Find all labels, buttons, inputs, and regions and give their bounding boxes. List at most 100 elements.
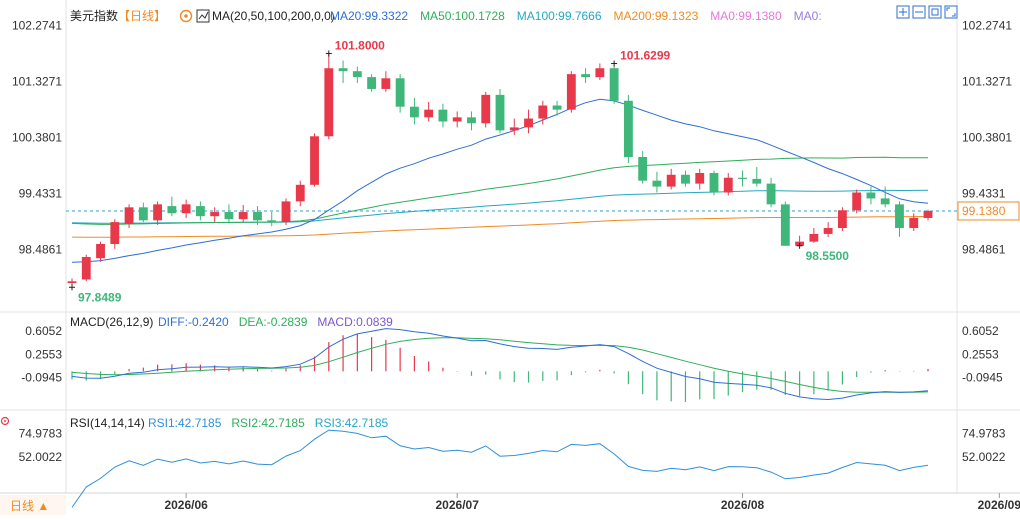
candle-36 xyxy=(581,68,591,84)
candle-body-36 xyxy=(581,74,591,78)
candle-body-43 xyxy=(681,174,690,184)
candle-body-10 xyxy=(210,212,220,217)
candle-body-1 xyxy=(81,257,91,280)
candle-body-17 xyxy=(310,136,319,185)
rsi-legend: RSI(14,14,14) RSI1:42.7185 RSI2:42.7185 RS… xyxy=(0,416,389,430)
candle-2 xyxy=(96,241,105,262)
candle-5 xyxy=(138,202,148,223)
annotation-label-0: 101.8000 xyxy=(335,38,385,52)
candle-60 xyxy=(923,209,933,221)
candle-33 xyxy=(538,100,548,125)
candle-body-47 xyxy=(738,177,747,179)
candle-body-19 xyxy=(338,68,348,72)
candle-18 xyxy=(324,53,334,140)
maximize-icon[interactable] xyxy=(944,5,958,19)
candle-16 xyxy=(295,180,305,207)
annotation-label-2: 98.5500 xyxy=(806,249,850,263)
y-tick-left-1: 101.3271 xyxy=(12,74,62,88)
candle-body-46 xyxy=(723,177,733,193)
candle-body-13 xyxy=(253,212,262,221)
candle-32 xyxy=(524,109,533,134)
candle-body-35 xyxy=(566,74,576,110)
rsi-panel xyxy=(71,429,929,508)
zoom-in-icon[interactable] xyxy=(896,5,910,19)
candle-body-55 xyxy=(852,192,862,211)
candle-42 xyxy=(666,168,676,190)
x-tick-0: 2026/06 xyxy=(164,498,208,512)
candle-55 xyxy=(852,189,862,214)
candle-54 xyxy=(837,207,847,231)
y-tick-left-2: 100.3801 xyxy=(12,130,62,144)
candle-body-60 xyxy=(923,210,933,218)
candle-43 xyxy=(681,170,690,187)
indicator-icon[interactable] xyxy=(196,9,210,23)
candle-body-39 xyxy=(623,100,633,157)
candle-30 xyxy=(495,88,505,134)
rsi-y-tick-right-0: 74.9783 xyxy=(962,426,1006,440)
macd-y-axis: 0.6052 0.6052 0.2553 0.2553 -0.0945 -0.0945 xyxy=(21,324,1003,385)
candle-body-41 xyxy=(652,180,662,187)
candle-body-6 xyxy=(153,204,163,221)
ma-value-3: MA200:99.1323 xyxy=(614,9,699,23)
candle-body-5 xyxy=(138,207,148,221)
candle-body-3 xyxy=(110,222,120,244)
candle-body-54 xyxy=(837,210,847,229)
rsi-y-tick-right-1: 52.0022 xyxy=(962,450,1006,464)
candle-body-30 xyxy=(495,94,505,131)
candle-body-42 xyxy=(666,174,676,187)
macd-y-tick-left-2: -0.0945 xyxy=(21,371,62,385)
candle-body-50 xyxy=(780,204,790,246)
candle-body-21 xyxy=(367,77,377,89)
rsi-legend-2: RSI3:42.7185 xyxy=(315,416,389,430)
main-y-axis: 102.2741 102.2741 101.3271 101.3271 100.3801… xyxy=(12,18,1020,257)
candle-10 xyxy=(210,207,220,223)
candle-13 xyxy=(253,206,262,226)
candle-45 xyxy=(709,170,719,196)
ma-value-4: MA0:99.1380 xyxy=(710,9,782,23)
period-button[interactable]: 日线 ▲ xyxy=(0,495,66,515)
x-tick-1: 2026/07 xyxy=(436,498,480,512)
macd-title: MACD(26,12,9) xyxy=(70,315,153,329)
settings-icon[interactable] xyxy=(179,9,193,23)
candle-1 xyxy=(81,254,91,282)
candle-9 xyxy=(195,201,205,221)
candle-25 xyxy=(424,101,434,122)
candle-body-20 xyxy=(352,71,362,78)
candle-body-53 xyxy=(823,228,833,234)
candle-body-57 xyxy=(880,198,890,205)
candle-19 xyxy=(338,60,348,84)
candle-body-0 xyxy=(67,281,77,284)
candle-body-40 xyxy=(638,157,648,181)
toolbar xyxy=(896,5,958,19)
macd-panel xyxy=(71,328,929,402)
candle-body-37 xyxy=(595,68,605,78)
rsi-settings-icon[interactable] xyxy=(0,416,10,426)
y-tick-right-0: 102.2741 xyxy=(962,18,1012,32)
candle-8 xyxy=(181,199,191,218)
candle-59 xyxy=(909,213,919,231)
restore-icon[interactable] xyxy=(928,5,942,19)
candle-7 xyxy=(167,196,177,217)
candle-3 xyxy=(110,219,120,249)
candle-body-38 xyxy=(609,68,619,101)
candle-4 xyxy=(124,204,134,229)
zoom-out-icon[interactable] xyxy=(912,5,926,19)
candle-body-28 xyxy=(467,117,476,124)
candle-body-31 xyxy=(509,127,519,131)
candle-body-27 xyxy=(452,117,462,122)
candle-23 xyxy=(395,74,405,113)
candle-body-7 xyxy=(167,206,177,214)
candle-body-8 xyxy=(181,204,191,214)
annotation-label-3: 97.8489 xyxy=(78,290,122,304)
period-button-label: 日线 ▲ xyxy=(10,499,49,513)
macd-legend-1: DEA:-0.2839 xyxy=(239,315,308,329)
candle-body-49 xyxy=(766,183,776,205)
candle-31 xyxy=(509,118,519,136)
candle-49 xyxy=(766,177,776,208)
rsi-legend-0: RSI1:42.7185 xyxy=(148,416,222,430)
y-tick-right-1: 101.3271 xyxy=(962,74,1012,88)
candle-body-15 xyxy=(281,201,291,223)
candle-body-52 xyxy=(809,233,819,242)
